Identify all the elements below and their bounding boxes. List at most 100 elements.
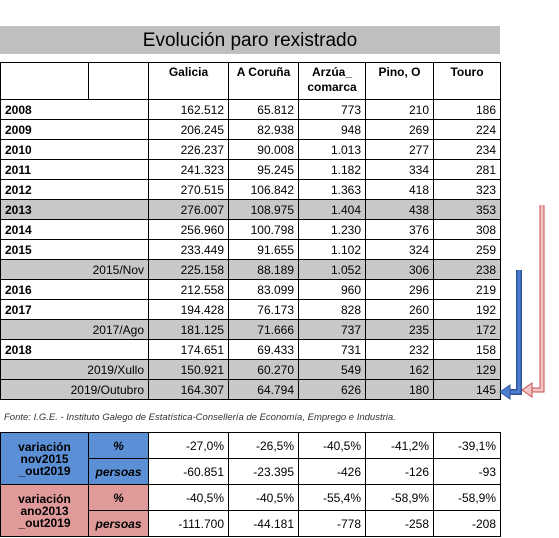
cell: 162 bbox=[365, 359, 434, 380]
cell: 260 bbox=[365, 299, 434, 320]
cell: 1.363 bbox=[298, 179, 366, 200]
cell: 226.237 bbox=[148, 139, 229, 160]
cell: 731 bbox=[298, 339, 366, 360]
cell: 100.798 bbox=[228, 219, 299, 240]
cell: 129 bbox=[433, 359, 501, 380]
header-row: Galicia A Coruña Arzúa_ comarca Pino, O Tour… bbox=[0, 62, 501, 100]
row-label: 2009 bbox=[0, 119, 149, 140]
row-label: 2010 bbox=[0, 139, 149, 160]
cell: 256.960 bbox=[148, 219, 229, 240]
variation-row: persoas -111.700 -44.181 -778 -258 -208 bbox=[1, 510, 501, 537]
data-row: 2012 270.515 106.842 1.363 418 323 bbox=[0, 179, 501, 200]
cell: 235 bbox=[365, 319, 434, 340]
column-header: Arzúa_ comarca bbox=[298, 62, 366, 100]
variation-label: variación nov2015 _out2019 bbox=[0, 432, 89, 485]
data-table: Galicia A Coruña Arzúa_ comarca Pino, O Tour… bbox=[0, 62, 501, 400]
data-row: 2013 276.007 108.975 1.404 438 353 bbox=[0, 199, 501, 220]
row-label: 2013 bbox=[0, 199, 149, 220]
cell: 83.099 bbox=[228, 279, 299, 300]
cell: 241.323 bbox=[148, 159, 229, 180]
cell: 106.842 bbox=[228, 179, 299, 200]
cell: 960 bbox=[298, 279, 366, 300]
cell: 180 bbox=[365, 379, 434, 400]
cell: 225.158 bbox=[148, 259, 229, 280]
cell: 145 bbox=[433, 379, 501, 400]
variation-row: variación nov2015 _out2019% -27,0% -26,5% -… bbox=[0, 432, 501, 485]
cell: 1.013 bbox=[298, 139, 366, 160]
cell: -23.395 bbox=[228, 458, 299, 485]
cell: 233.449 bbox=[148, 239, 229, 260]
cell: 773 bbox=[298, 99, 366, 120]
cell: 172 bbox=[433, 319, 501, 340]
arrows bbox=[499, 205, 545, 400]
cell: -40,5% bbox=[298, 432, 366, 459]
cell: 91.655 bbox=[228, 239, 299, 260]
row-label: 2018 bbox=[0, 339, 149, 360]
cell: 418 bbox=[365, 179, 434, 200]
cell: 234 bbox=[433, 139, 501, 160]
cell: 323 bbox=[433, 179, 501, 200]
cell: -39,1% bbox=[433, 432, 501, 459]
cell: 181.125 bbox=[148, 319, 229, 340]
data-row: 2017/Ago 181.125 71.666 737 235 172 bbox=[0, 319, 501, 340]
variation-table: variación nov2015 _out2019% -27,0% -26,5% -… bbox=[0, 432, 501, 537]
cell: 90.008 bbox=[228, 139, 299, 160]
row-label: 2014 bbox=[0, 219, 149, 240]
cell: -126 bbox=[365, 458, 434, 485]
row-label: 2017 bbox=[0, 299, 149, 320]
row-label: 2011 bbox=[0, 159, 149, 180]
cell: 737 bbox=[298, 319, 366, 340]
cell: 828 bbox=[298, 299, 366, 320]
cell: 76.173 bbox=[228, 299, 299, 320]
cell: 353 bbox=[433, 199, 501, 220]
cell: 174.651 bbox=[148, 339, 229, 360]
row-label: 2015 bbox=[0, 239, 149, 260]
variation-label: variación ano2013 _out2019 bbox=[0, 484, 89, 537]
cell: -26,5% bbox=[228, 432, 299, 459]
cell: -40,5% bbox=[148, 484, 229, 511]
cell: 65.812 bbox=[228, 99, 299, 120]
data-row: 2010 226.237 90.008 1.013 277 234 bbox=[0, 139, 501, 160]
cell: 108.975 bbox=[228, 199, 299, 220]
cell: 95.245 bbox=[228, 159, 299, 180]
cell: 1.102 bbox=[298, 239, 366, 260]
data-row: 2019/Outubro 164.307 64.794 626 180 145 bbox=[0, 379, 501, 400]
empty-cell bbox=[0, 62, 89, 100]
empty-cell bbox=[88, 62, 149, 100]
cell: -27,0% bbox=[148, 432, 229, 459]
row-label: 2016 bbox=[0, 279, 149, 300]
cell: -778 bbox=[298, 510, 366, 537]
cell: -258 bbox=[365, 510, 434, 537]
row-label: 2017/Ago bbox=[0, 319, 149, 340]
cell: 1.182 bbox=[298, 159, 366, 180]
cell: 82.938 bbox=[228, 119, 299, 140]
column-header: Touro bbox=[433, 62, 501, 100]
cell: 1.404 bbox=[298, 199, 366, 220]
variation-row: variación ano2013 _out2019% -40,5% -40,5% -… bbox=[0, 484, 501, 537]
cell: -55,4% bbox=[298, 484, 366, 511]
cell: 259 bbox=[433, 239, 501, 260]
row-label: 2015/Nov bbox=[0, 259, 149, 280]
cell: 192 bbox=[433, 299, 501, 320]
data-row: 2019/Xullo 150.921 60.270 549 162 129 bbox=[0, 359, 501, 380]
cell: 60.270 bbox=[228, 359, 299, 380]
data-row: 2014 256.960 100.798 1.230 376 308 bbox=[0, 219, 501, 240]
cell: 64.794 bbox=[228, 379, 299, 400]
blue-arrow-fill bbox=[510, 270, 521, 394]
cell: -426 bbox=[298, 458, 366, 485]
cell: -41,2% bbox=[365, 432, 434, 459]
cell: 269 bbox=[365, 119, 434, 140]
cell: 277 bbox=[365, 139, 434, 160]
data-row: 2011 241.323 95.245 1.182 334 281 bbox=[0, 159, 501, 180]
cell: 206.245 bbox=[148, 119, 229, 140]
cell: 308 bbox=[433, 219, 501, 240]
cell: -60.851 bbox=[148, 458, 229, 485]
unit-label: persoas bbox=[88, 510, 149, 537]
cell: 334 bbox=[365, 159, 434, 180]
row-label: 2019/Xullo bbox=[0, 359, 149, 380]
row-label: 2008 bbox=[0, 99, 149, 120]
cell: -58,9% bbox=[433, 484, 501, 511]
data-row: 2017 194.428 76.173 828 260 192 bbox=[0, 299, 501, 320]
cell: 232 bbox=[365, 339, 434, 360]
cell: 194.428 bbox=[148, 299, 229, 320]
